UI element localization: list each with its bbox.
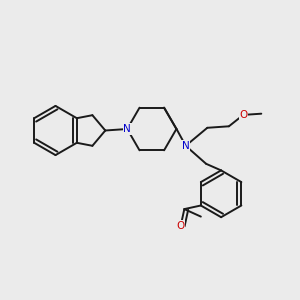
Text: O: O (177, 220, 185, 231)
Text: O: O (239, 110, 248, 120)
Text: N: N (123, 124, 131, 134)
Text: N: N (182, 141, 190, 151)
